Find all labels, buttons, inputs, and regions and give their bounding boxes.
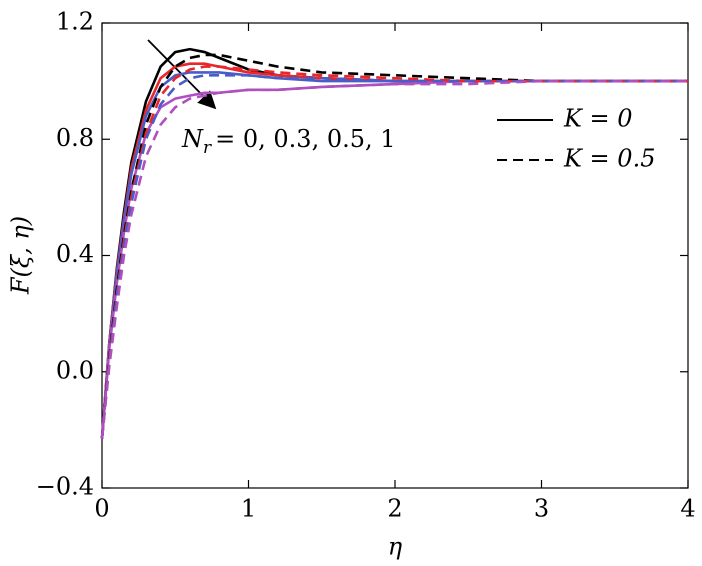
annotation-subscript: r xyxy=(203,138,212,158)
annotation-symbol: N xyxy=(181,125,204,153)
annotation: Nr = 0, 0.3, 0.5, 1 xyxy=(181,125,396,158)
x-tick-label: 0 xyxy=(94,495,109,523)
x-tick-label: 2 xyxy=(387,495,402,523)
y-tick-label: −0.4 xyxy=(36,473,94,501)
x-tick-label: 4 xyxy=(680,495,695,523)
y-tick-label: 0.0 xyxy=(56,356,94,384)
y-tick-label: 0.8 xyxy=(56,124,94,152)
legend-label: K = 0 xyxy=(563,105,633,133)
y-tick-label: 0.4 xyxy=(56,240,94,268)
y-axis-label: F(ξ, η) xyxy=(7,216,35,295)
x-tick-label: 1 xyxy=(241,495,256,523)
plot-frame xyxy=(101,22,689,489)
data-line xyxy=(100,79,688,439)
annotation-text: = 0, 0.3, 0.5, 1 xyxy=(215,125,395,153)
x-axis-label: η xyxy=(388,533,403,561)
y-tick-label: 1.2 xyxy=(56,8,94,36)
legend-label: K = 0.5 xyxy=(563,145,655,173)
x-tick-label: 3 xyxy=(534,495,549,523)
